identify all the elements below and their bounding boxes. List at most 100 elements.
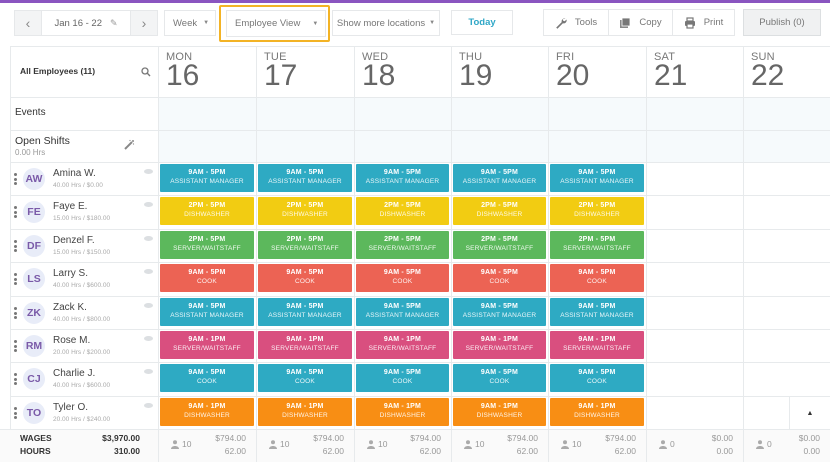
shift-block[interactable]: 9AM - 5PM COOK [160, 264, 254, 292]
locations-select[interactable]: Show more locations ▼ [332, 10, 440, 36]
day-hours: 62.00 [224, 446, 246, 456]
shift-block[interactable]: 9AM - 1PM SERVER/WAITSTAFF [160, 331, 254, 359]
shift-block[interactable]: 9AM - 5PM ASSISTANT MANAGER [453, 298, 546, 326]
drag-handle-icon[interactable] [14, 340, 17, 354]
shift-block[interactable]: 2PM - 5PM SERVER/WAITSTAFF [356, 231, 449, 259]
shift-block[interactable]: 9AM - 5PM ASSISTANT MANAGER [160, 164, 254, 192]
shift-block[interactable]: 9AM - 5PM ASSISTANT MANAGER [356, 298, 449, 326]
next-week-button[interactable]: › [130, 10, 158, 36]
shift-role: ASSISTANT MANAGER [170, 178, 244, 185]
day-hours: 62.00 [419, 446, 441, 456]
shift-block[interactable]: 9AM - 5PM ASSISTANT MANAGER [258, 298, 352, 326]
day-hours: 62.00 [614, 446, 636, 456]
day-hours: 0.00 [716, 446, 733, 456]
day-wages: $794.00 [313, 433, 344, 443]
employee-row[interactable]: CJ Charlie J. 40.00 Hrs / $600.00 [10, 362, 158, 395]
search-icon[interactable] [141, 67, 151, 77]
today-button[interactable]: Today [451, 10, 513, 35]
shift-block[interactable]: 9AM - 5PM COOK [258, 364, 352, 392]
shift-block[interactable]: 2PM - 5PM SERVER/WAITSTAFF [453, 231, 546, 259]
tools-button[interactable]: Tools [543, 9, 609, 36]
shift-block[interactable]: 9AM - 1PM DISHWASHER [160, 398, 254, 426]
shift-block[interactable]: 9AM - 5PM COOK [550, 264, 644, 292]
drag-handle-icon[interactable] [14, 173, 17, 187]
employee-row[interactable]: ZK Zack K. 40.00 Hrs / $800.00 [10, 296, 158, 329]
shift-block[interactable]: 9AM - 1PM DISHWASHER [258, 398, 352, 426]
divider [451, 46, 452, 429]
shift-block[interactable]: 9AM - 5PM COOK [356, 364, 449, 392]
shift-role: COOK [587, 378, 607, 385]
events-label: Events [15, 107, 46, 118]
shift-block[interactable]: 9AM - 5PM ASSISTANT MANAGER [453, 164, 546, 192]
drag-handle-icon[interactable] [14, 407, 17, 421]
employee-row[interactable]: RM Rose M. 20.00 Hrs / $200.00 [10, 329, 158, 362]
shift-block[interactable]: 9AM - 1PM DISHWASHER [453, 398, 546, 426]
staff-count-value: 10 [280, 439, 290, 449]
shift-block[interactable]: 9AM - 1PM SERVER/WAITSTAFF [258, 331, 352, 359]
period-select[interactable]: Week ▼ [164, 10, 216, 36]
employee-row[interactable]: AW Amina W. 40.00 Hrs / $0.00 [10, 162, 158, 195]
shift-block[interactable]: 9AM - 5PM COOK [453, 264, 546, 292]
shift-block[interactable]: 9AM - 5PM COOK [550, 364, 644, 392]
shift-role: COOK [489, 378, 510, 385]
divider [10, 262, 830, 263]
shift-block[interactable]: 9AM - 5PM COOK [356, 264, 449, 292]
eye-icon[interactable] [144, 369, 153, 374]
eye-icon[interactable] [144, 336, 153, 341]
shift-role: COOK [587, 278, 607, 285]
staff-count-value: 10 [475, 439, 485, 449]
avatar: CJ [23, 368, 45, 390]
shift-block[interactable]: 2PM - 5PM DISHWASHER [550, 197, 644, 225]
shift-block[interactable]: 2PM - 5PM DISHWASHER [258, 197, 352, 225]
scroll-to-top-button[interactable]: ▲ [789, 397, 830, 429]
shift-block[interactable]: 9AM - 5PM ASSISTANT MANAGER [258, 164, 352, 192]
copy-button[interactable]: Copy [608, 9, 673, 36]
shift-block[interactable]: 9AM - 1PM DISHWASHER [550, 398, 644, 426]
shift-time: 9AM - 5PM [480, 269, 519, 276]
shift-block[interactable]: 9AM - 1PM SERVER/WAITSTAFF [550, 331, 644, 359]
eye-icon[interactable] [144, 169, 153, 174]
employee-row[interactable]: TO Tyler O. 20.00 Hrs / $240.00 [10, 396, 158, 429]
shift-block[interactable]: 2PM - 5PM DISHWASHER [356, 197, 449, 225]
shift-block[interactable]: 9AM - 1PM DISHWASHER [356, 398, 449, 426]
shift-block[interactable]: 2PM - 5PM DISHWASHER [453, 197, 546, 225]
shift-block[interactable]: 2PM - 5PM DISHWASHER [160, 197, 254, 225]
shift-block[interactable]: 9AM - 5PM ASSISTANT MANAGER [550, 164, 644, 192]
open-shifts-label: Open Shifts [15, 135, 70, 147]
employee-row[interactable]: FE Faye E. 15.00 Hrs / $180.00 [10, 195, 158, 228]
shift-block[interactable]: 2PM - 5PM SERVER/WAITSTAFF [160, 231, 254, 259]
eye-icon[interactable] [144, 303, 153, 308]
all-employees-filter[interactable]: All Employees (11) [20, 66, 96, 76]
publish-button[interactable]: Publish (0) [743, 9, 821, 36]
shift-block[interactable]: 9AM - 1PM SERVER/WAITSTAFF [356, 331, 449, 359]
drag-handle-icon[interactable] [14, 206, 17, 220]
employee-row[interactable]: LS Larry S. 40.00 Hrs / $600.00 [10, 262, 158, 295]
view-mode-select[interactable]: Employee View ▼ [226, 10, 326, 37]
avatar: LS [23, 268, 45, 290]
shift-block[interactable]: 9AM - 1PM SERVER/WAITSTAFF [453, 331, 546, 359]
eye-icon[interactable] [144, 236, 153, 241]
shift-time: 9AM - 5PM [188, 303, 226, 310]
divider [158, 46, 159, 429]
drag-handle-icon[interactable] [14, 273, 17, 287]
print-button[interactable]: Print [672, 9, 735, 36]
shift-block[interactable]: 9AM - 5PM ASSISTANT MANAGER [550, 298, 644, 326]
shift-block[interactable]: 9AM - 5PM ASSISTANT MANAGER [160, 298, 254, 326]
drag-handle-icon[interactable] [14, 307, 17, 321]
shift-block[interactable]: 2PM - 5PM SERVER/WAITSTAFF [258, 231, 352, 259]
drag-handle-icon[interactable] [14, 240, 17, 254]
magic-wand-icon[interactable] [123, 139, 135, 151]
shift-block[interactable]: 9AM - 5PM COOK [160, 364, 254, 392]
shift-time: 2PM - 5PM [384, 202, 421, 209]
drag-handle-icon[interactable] [14, 373, 17, 387]
date-range-picker[interactable]: Jan 16 - 22 ✎ [41, 10, 131, 36]
eye-icon[interactable] [144, 269, 153, 274]
eye-icon[interactable] [144, 403, 153, 408]
prev-week-button[interactable]: ‹ [14, 10, 42, 36]
eye-icon[interactable] [144, 202, 153, 207]
shift-block[interactable]: 9AM - 5PM COOK [258, 264, 352, 292]
shift-block[interactable]: 9AM - 5PM ASSISTANT MANAGER [356, 164, 449, 192]
employee-row[interactable]: DF Denzel F. 15.00 Hrs / $150.00 [10, 229, 158, 262]
shift-block[interactable]: 9AM - 5PM COOK [453, 364, 546, 392]
shift-block[interactable]: 2PM - 5PM SERVER/WAITSTAFF [550, 231, 644, 259]
